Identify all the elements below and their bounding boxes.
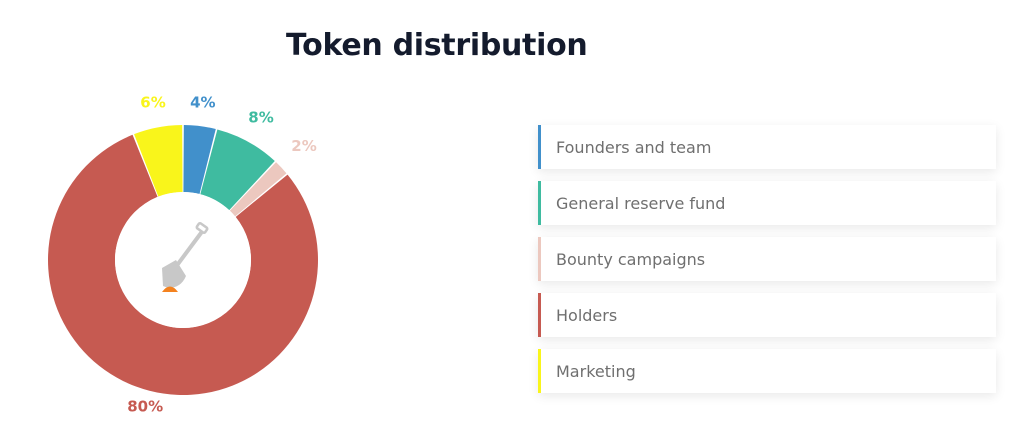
data-label-founders-and-team: 4% <box>190 94 215 112</box>
data-label-bounty-campaigns: 2% <box>291 137 316 155</box>
legend-item-bounty-campaigns: Bounty campaigns <box>538 237 996 281</box>
legend-label: General reserve fund <box>556 193 726 213</box>
slice-bounty-campaigns <box>229 162 287 217</box>
chart-slices <box>47 125 318 395</box>
legend-label: Founders and team <box>556 137 712 157</box>
legend-label: Marketing <box>556 361 636 381</box>
slice-holders <box>47 134 318 395</box>
legend-item-general-reserve-fund: General reserve fund <box>538 181 996 225</box>
legend-label: Holders <box>556 305 618 325</box>
legend-label: Bounty campaigns <box>556 249 706 269</box>
data-label-holders: 80% <box>127 398 163 416</box>
page-title: Token distribution <box>286 28 588 63</box>
slice-general-reserve-fund <box>200 129 275 211</box>
legend-item-marketing: Marketing <box>538 349 996 393</box>
chart-data-labels: 4% 8% 2% 80% 6% <box>127 93 316 415</box>
data-label-marketing: 6% <box>140 93 165 111</box>
legend-item-holders: Holders <box>538 293 996 337</box>
slice-marketing <box>134 125 183 197</box>
donut-chart: 4% 8% 2% 80% 6% <box>47 93 318 416</box>
slice-founders-and-team <box>183 125 216 195</box>
legend-item-founders-and-team: Founders and team <box>538 125 996 169</box>
chart-legend: Founders and team General reserve fund B… <box>538 125 996 405</box>
data-label-general-reserve-fund: 8% <box>248 109 273 127</box>
shovel-icon <box>162 222 209 292</box>
